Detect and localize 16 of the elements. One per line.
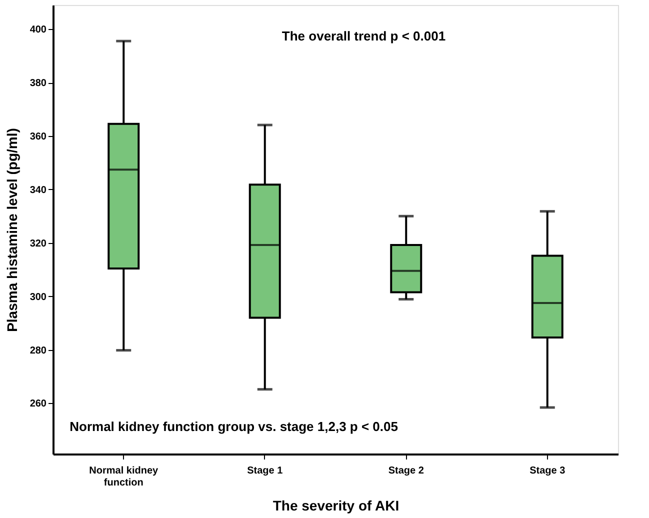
x-tick-label: Stage 3 [530,466,566,476]
x-tick-label: Stage 1 [247,466,284,476]
y-tick-label: 380 [30,78,47,90]
y-tick-label: 340 [30,184,47,196]
y-tick-label: 360 [30,131,47,142]
x-tick-label: Normal kidney function [89,466,159,488]
y-tick-label: 400 [30,24,47,36]
x-tick-label: Stage 2 [388,466,424,476]
y-tick-label: 300 [30,292,47,303]
y-tick-label: 280 [30,345,47,356]
x-axis-title: The severity of AKI [272,498,400,514]
y-tick-label: 320 [30,238,47,250]
y-axis-title: Plasma histamine level (pg/ml) [4,128,20,332]
annotation: The overall trend p < 0.001 [282,28,446,44]
y-tick-label: 260 [30,398,47,410]
annotation: Normal kidney function group vs. stage 1,2,3 p < 0.05 [70,419,398,434]
